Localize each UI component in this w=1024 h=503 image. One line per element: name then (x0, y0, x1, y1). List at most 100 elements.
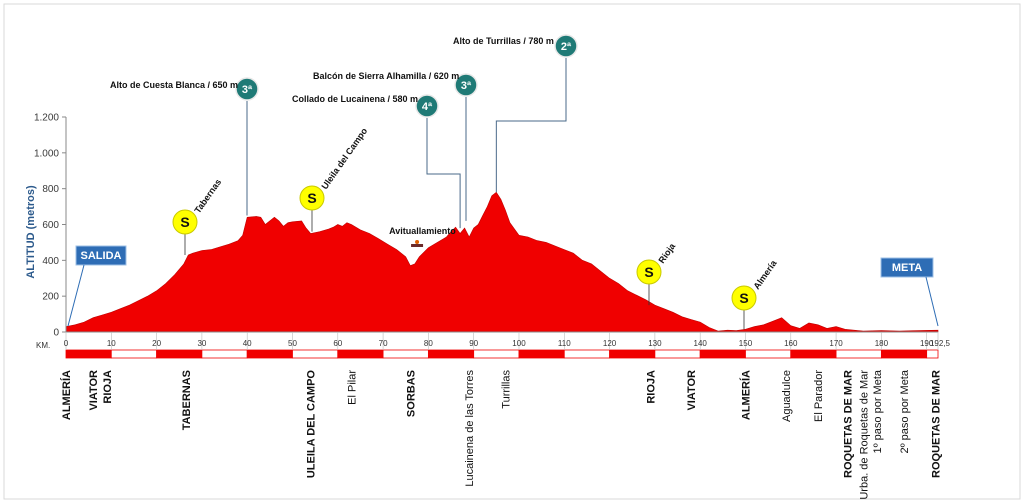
town-label: El Pilar (346, 370, 358, 405)
x-tick-label: 90 (469, 339, 478, 348)
km-bar-segment (382, 349, 429, 359)
town-label: El Parador (813, 370, 825, 422)
x-tick-label: 192,5 (930, 339, 951, 348)
chart-frame (3, 3, 1021, 500)
elevation-area (65, 191, 939, 333)
km-bar-segment (699, 349, 746, 359)
climb-category-badge (454, 73, 478, 97)
x-tick-label: 130 (648, 339, 662, 348)
km-bar-segment (156, 349, 203, 359)
sprint-name-label: Almería (751, 258, 779, 292)
climb-category-badge (554, 34, 578, 58)
climb-category-badge (235, 77, 259, 101)
km-bar-segment (790, 349, 837, 359)
y-tick-label: 200 (42, 292, 59, 303)
sprint-marker (299, 185, 325, 211)
y-tick-label: 1.200 (34, 113, 59, 124)
town-label: Turrillas (500, 370, 512, 409)
km-bar-segment (926, 349, 939, 359)
finish-box (880, 257, 934, 278)
finish-pointer (925, 276, 939, 327)
start-box (75, 245, 127, 266)
finish-box-label: META (892, 262, 922, 274)
town-label: TABERNAS (181, 370, 193, 430)
km-bar-segment (518, 349, 565, 359)
town-label: SORBAS (405, 370, 417, 417)
town-label: ROQUETAS DE MAR (931, 370, 943, 478)
x-tick-label: 160 (784, 339, 798, 348)
sprint-symbol: S (180, 214, 189, 230)
km-bar-segment (880, 349, 928, 359)
y-tick-label: 400 (42, 256, 59, 267)
x-tick-label: 20 (152, 339, 161, 348)
start-pointer (67, 264, 85, 327)
climb-category-label: 2ª (561, 41, 572, 53)
x-tick-label: 60 (333, 339, 342, 348)
climb-name-label: Balcón de Sierra Alhamilla / 620 m (313, 71, 459, 81)
sprint-symbol: S (644, 264, 653, 280)
town-label: ULEILA DEL CAMPO (306, 370, 318, 479)
km-bar-segment (110, 349, 157, 359)
km-bar-segment (246, 349, 293, 359)
km-bar-segment (835, 349, 882, 359)
town-label: RIOJA (102, 370, 114, 404)
town-label: 1º paso por Meta (872, 369, 884, 453)
x-tick-label: 80 (424, 339, 433, 348)
climb-leader-line (426, 118, 461, 229)
x-tick-label: 190 (920, 339, 934, 348)
km-bar-segment (201, 349, 248, 359)
sprint-symbol: S (739, 290, 748, 306)
x-tick-label: 110 (558, 339, 571, 348)
feed-zone-dot (415, 240, 420, 244)
sprint-name-label: Tabernas (192, 177, 223, 215)
town-label: RIOJA (645, 370, 657, 404)
town-label: VIATOR (686, 370, 698, 411)
town-label: 2º paso por Meta (899, 369, 911, 453)
climb-category-label: 4ª (422, 101, 433, 113)
feed-zone-marker (411, 244, 424, 247)
x-tick-label: 120 (603, 339, 617, 348)
climb-name-label: Alto de Cuesta Blanca / 650 m (110, 80, 238, 90)
y-axis-label: ALTITUD (metros) (25, 185, 37, 279)
x-tick-label: 70 (379, 339, 388, 348)
y-tick-label: 0 (53, 328, 59, 339)
sprint-name-label: Uleila del Campo (319, 126, 369, 192)
feed-zone-label: Avituallamiento (389, 226, 456, 236)
climb-leader-line (495, 58, 567, 193)
climb-name-label: Collado de Lucainena / 580 m (292, 94, 418, 104)
sprint-marker (636, 259, 662, 285)
x-tick-label: 180 (875, 339, 889, 348)
start-box-label: SALIDA (81, 250, 122, 262)
x-tick-label: 30 (197, 339, 206, 348)
town-label: Lucainena de las Torres (464, 370, 476, 487)
km-bar-segment (654, 349, 701, 359)
climb-category-label: 3ª (461, 80, 472, 92)
km-axis-label: KM. (36, 341, 50, 350)
sprint-marker (172, 209, 198, 235)
town-label: Aguadulce (781, 370, 793, 422)
climb-category-label: 3ª (242, 84, 253, 96)
km-bar-segment (745, 349, 792, 359)
town-label: ALMERÍA (739, 370, 752, 420)
climb-name-label: Alto de Turrillas / 780 m (453, 36, 554, 46)
y-tick-label: 600 (42, 220, 59, 231)
x-tick-label: 100 (512, 339, 526, 348)
x-tick-label: 40 (243, 339, 252, 348)
town-label: ALMERÍA (60, 370, 73, 420)
x-tick-label: 170 (829, 339, 843, 348)
km-bar-segment (563, 349, 610, 359)
x-tick-label: 0 (64, 339, 69, 348)
km-bar-segment (473, 349, 520, 359)
y-tick-label: 800 (42, 184, 59, 195)
km-bar-segment (337, 349, 384, 359)
town-label: ROQUETAS DE MAR (842, 370, 854, 478)
km-bar-segment (427, 349, 475, 359)
km-bar-segment (609, 349, 656, 359)
sprint-symbol: S (307, 190, 316, 206)
x-tick-label: 140 (694, 339, 708, 348)
town-label: Urba. de Roquetas de Mar (858, 370, 870, 500)
km-bar-segment (65, 349, 112, 359)
y-tick-label: 1.000 (34, 148, 59, 159)
km-bar-segment (292, 349, 339, 359)
